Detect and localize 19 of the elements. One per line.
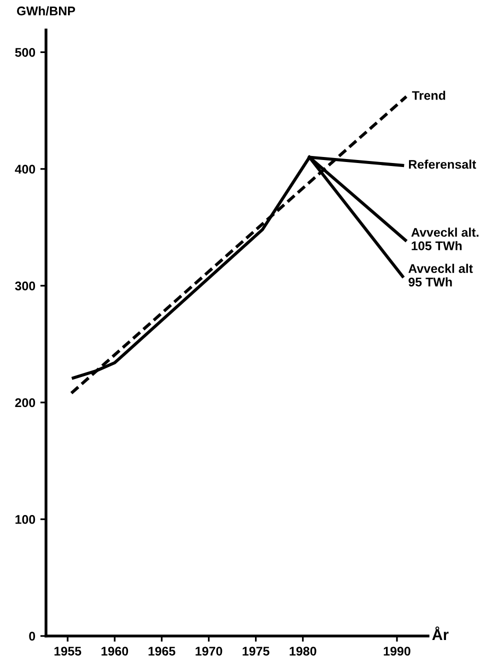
x-tick-label: 1965 [148, 646, 176, 656]
y-axis-title: GWh/BNP [17, 6, 76, 16]
y-tick-label: 200 [15, 398, 36, 408]
x-tick-label: 1975 [242, 646, 270, 656]
series-label: Avveckl alt. 105 TWh [411, 228, 478, 250]
series-label: Avveckl alt 95 TWh [408, 264, 473, 286]
x-tick-label: 1955 [54, 646, 82, 656]
x-tick-label: 1990 [384, 646, 410, 656]
x-tick-label: 1970 [196, 646, 222, 656]
y-tick-label: 400 [14, 164, 36, 174]
y-tick-label: 0 [29, 632, 36, 641]
series-label: Trend [412, 90, 446, 100]
x-axis-title: År [432, 626, 449, 640]
y-tick-label: 300 [15, 282, 36, 290]
y-tick-label: 500 [15, 48, 36, 57]
x-tick-label: 1960 [102, 646, 128, 656]
y-tick-label: 100 [16, 515, 36, 524]
x-tick-label: 1980 [290, 646, 316, 656]
series-label: Referensalt [408, 160, 476, 169]
